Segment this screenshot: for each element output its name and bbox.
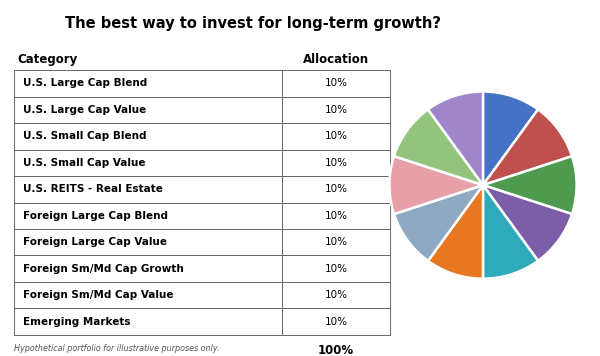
Text: U.S. REITS - Real Estate: U.S. REITS - Real Estate: [23, 184, 163, 194]
Bar: [14, 282, 283, 308]
Text: 10%: 10%: [325, 264, 348, 274]
Text: 10%: 10%: [325, 158, 348, 168]
Text: 10%: 10%: [325, 290, 348, 300]
Bar: [283, 229, 390, 256]
Bar: [14, 96, 283, 123]
Text: 10%: 10%: [325, 237, 348, 247]
Bar: [14, 123, 283, 150]
Bar: [283, 282, 390, 308]
Wedge shape: [394, 185, 483, 261]
Bar: [283, 256, 390, 282]
Bar: [14, 176, 283, 203]
Wedge shape: [394, 109, 483, 185]
Text: Hypothetical portfolio for illustrative purposes only.: Hypothetical portfolio for illustrative …: [14, 344, 219, 353]
Text: 10%: 10%: [325, 211, 348, 221]
Text: Allocation: Allocation: [303, 53, 370, 66]
Wedge shape: [428, 185, 483, 279]
Bar: [14, 150, 283, 176]
Text: Emerging Markets: Emerging Markets: [23, 317, 131, 327]
Bar: [283, 96, 390, 123]
Wedge shape: [389, 156, 483, 214]
Bar: [283, 150, 390, 176]
Bar: [14, 229, 283, 256]
Bar: [14, 70, 283, 96]
Wedge shape: [483, 91, 538, 185]
Bar: [14, 308, 283, 335]
Wedge shape: [483, 185, 572, 261]
Wedge shape: [483, 109, 572, 185]
Text: Foreign Large Cap Value: Foreign Large Cap Value: [23, 237, 167, 247]
Text: 10%: 10%: [325, 184, 348, 194]
Text: 10%: 10%: [325, 78, 348, 88]
Text: 100%: 100%: [318, 344, 355, 356]
Text: U.S. Large Cap Blend: U.S. Large Cap Blend: [23, 78, 148, 88]
Bar: [283, 203, 390, 229]
Text: Foreign Large Cap Blend: Foreign Large Cap Blend: [23, 211, 168, 221]
Wedge shape: [483, 156, 577, 214]
Bar: [283, 70, 390, 96]
Bar: [283, 176, 390, 203]
Bar: [14, 256, 283, 282]
Text: The best way to invest for long-term growth?: The best way to invest for long-term gro…: [65, 16, 441, 31]
Text: Foreign Sm/Md Cap Growth: Foreign Sm/Md Cap Growth: [23, 264, 184, 274]
Text: U.S. Small Cap Blend: U.S. Small Cap Blend: [23, 131, 147, 141]
Text: 10%: 10%: [325, 105, 348, 115]
Bar: [283, 123, 390, 150]
Text: 10%: 10%: [325, 317, 348, 327]
Text: Foreign Sm/Md Cap Value: Foreign Sm/Md Cap Value: [23, 290, 174, 300]
Bar: [14, 203, 283, 229]
Wedge shape: [483, 185, 538, 279]
Text: U.S. Large Cap Value: U.S. Large Cap Value: [23, 105, 146, 115]
Bar: [283, 308, 390, 335]
Text: 10%: 10%: [325, 131, 348, 141]
Text: U.S. Small Cap Value: U.S. Small Cap Value: [23, 158, 146, 168]
Text: Category: Category: [17, 53, 78, 66]
Wedge shape: [428, 91, 483, 185]
